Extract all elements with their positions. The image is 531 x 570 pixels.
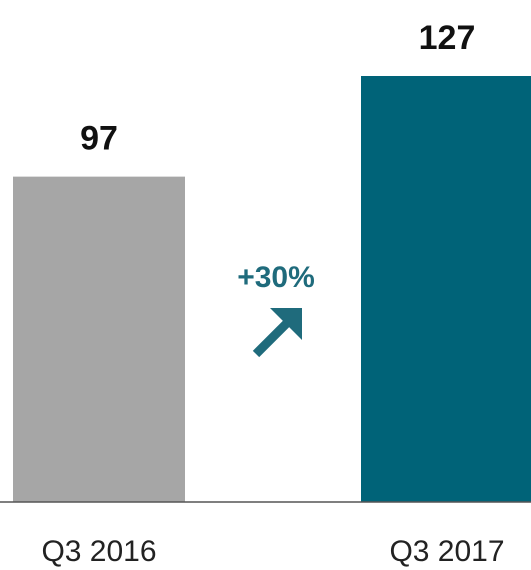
growth-annotation: +30%: [237, 261, 315, 294]
growth-arrow: [252, 308, 302, 358]
value-label: 127: [419, 19, 476, 57]
x-tick-label: Q3 2017: [389, 535, 504, 568]
value-label: 97: [80, 120, 118, 158]
x-tick-label: Q3 2016: [41, 535, 156, 568]
arrow-shaft: [252, 316, 294, 358]
bar: [13, 176, 185, 502]
bar: [361, 76, 531, 502]
arrow-head: [270, 308, 302, 340]
